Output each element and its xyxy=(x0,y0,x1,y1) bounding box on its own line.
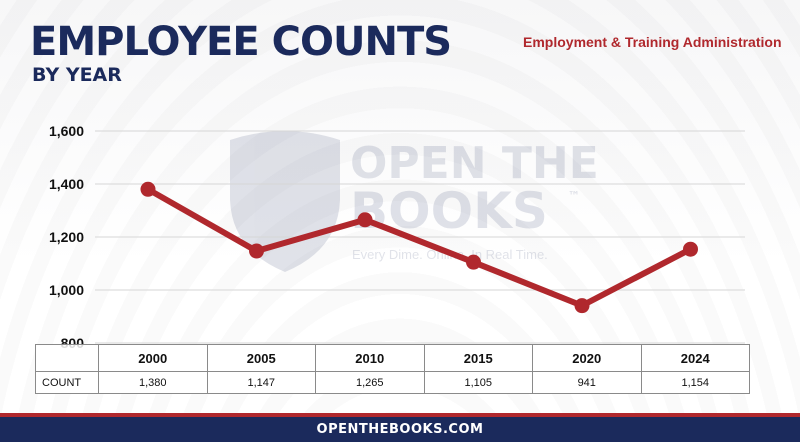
data-point xyxy=(683,241,698,257)
watermark-line1: OPEN THE xyxy=(350,138,599,189)
data-point xyxy=(466,254,481,270)
grid xyxy=(95,130,745,344)
agency-name: Employment & Training Administration xyxy=(523,34,782,50)
year-cell: 2005 xyxy=(206,344,316,372)
page-title: EMPLOYEE COUNTS xyxy=(30,19,452,65)
count-cell: 941 xyxy=(532,371,642,394)
year-row: 2000 2005 2010 2015 2020 2024 xyxy=(35,344,750,372)
series-points xyxy=(140,181,698,314)
year-cell: 2015 xyxy=(423,344,533,372)
watermark: OPEN THE BOOKS ™ Every Dime. Online. In … xyxy=(230,131,599,272)
watermark-shield-icon xyxy=(230,131,340,272)
series-line xyxy=(145,186,694,309)
watermark-line2: BOOKS xyxy=(350,182,548,240)
year-cell: 2010 xyxy=(315,344,425,372)
year-cell: 2020 xyxy=(532,344,642,372)
count-cell: 1,147 xyxy=(206,371,316,394)
footer-accent-bar xyxy=(0,413,800,417)
count-cell: 1,380 xyxy=(98,371,208,394)
data-point xyxy=(357,212,373,228)
count-row-label: COUNT xyxy=(35,371,99,394)
count-cell: 1,105 xyxy=(423,371,533,394)
y-tick-label: 1,200 xyxy=(49,229,84,245)
count-cell: 1,154 xyxy=(640,371,750,394)
y-tick-label: 1,000 xyxy=(49,282,84,298)
corner-cell xyxy=(35,344,99,372)
data-point xyxy=(140,181,156,197)
count-row: COUNT 1,380 1,147 1,265 1,105 941 1,154 xyxy=(35,371,750,394)
y-tick-label: 1,400 xyxy=(49,176,84,192)
year-cell: 2024 xyxy=(640,344,750,372)
y-tick-label: 1,600 xyxy=(49,123,84,139)
footer-site: OPENTHEBOOKS.COM xyxy=(0,417,800,442)
year-cell: 2000 xyxy=(98,344,208,372)
data-point xyxy=(249,243,264,259)
data-table: 2000 2005 2010 2015 2020 2024 COUNT 1,38… xyxy=(35,344,750,394)
page-subtitle: BY YEAR xyxy=(32,64,122,86)
data-point xyxy=(574,298,590,314)
count-cell: 1,265 xyxy=(315,371,425,394)
watermark-trademark: ™ xyxy=(568,189,580,203)
